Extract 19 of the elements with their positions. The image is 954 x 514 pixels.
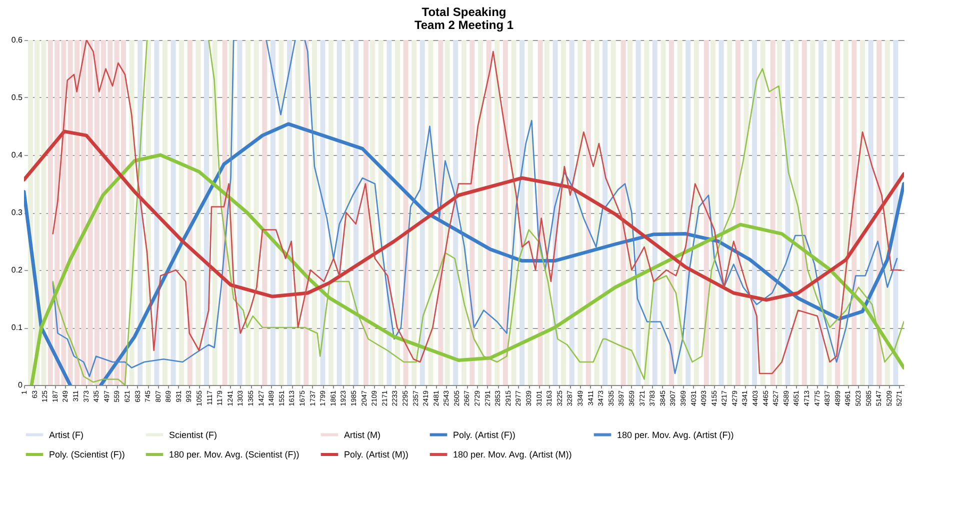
chart-title: Total Speaking	[422, 5, 506, 19]
y-tick-label: 0.5	[11, 93, 24, 102]
y-tick-label: 0	[18, 380, 24, 390]
y-tick-label: 0.1	[11, 323, 24, 332]
line-series	[24, 130, 904, 302]
y-tick-label: 0.2	[11, 266, 24, 274]
legend-label: Scientist (F)	[169, 430, 218, 440]
y-tick-label: 0.3	[11, 208, 24, 217]
y-tick-label: 0.4	[11, 150, 24, 160]
legend-label: Artist (M)	[344, 430, 380, 440]
legend-label: Poly. (Artist (F))	[453, 430, 516, 440]
legend-label: 180 per. Mov. Avg. (Artist (F))	[617, 430, 734, 440]
legend-label: 180 per. Mov. Avg. (Scientist (F))	[169, 450, 300, 460]
legend-label: Poly. (Artist (M))	[344, 450, 408, 460]
legend-label: Artist (F)	[49, 430, 84, 440]
legend-label: Poly. (Scientist (F))	[49, 450, 125, 460]
chart-subtitle: Team 2 Meeting 1	[414, 18, 514, 32]
y-tick-label: 0.6	[11, 36, 24, 44]
legend-label: 180 per. Mov. Avg. (Artist (M))	[453, 450, 572, 460]
